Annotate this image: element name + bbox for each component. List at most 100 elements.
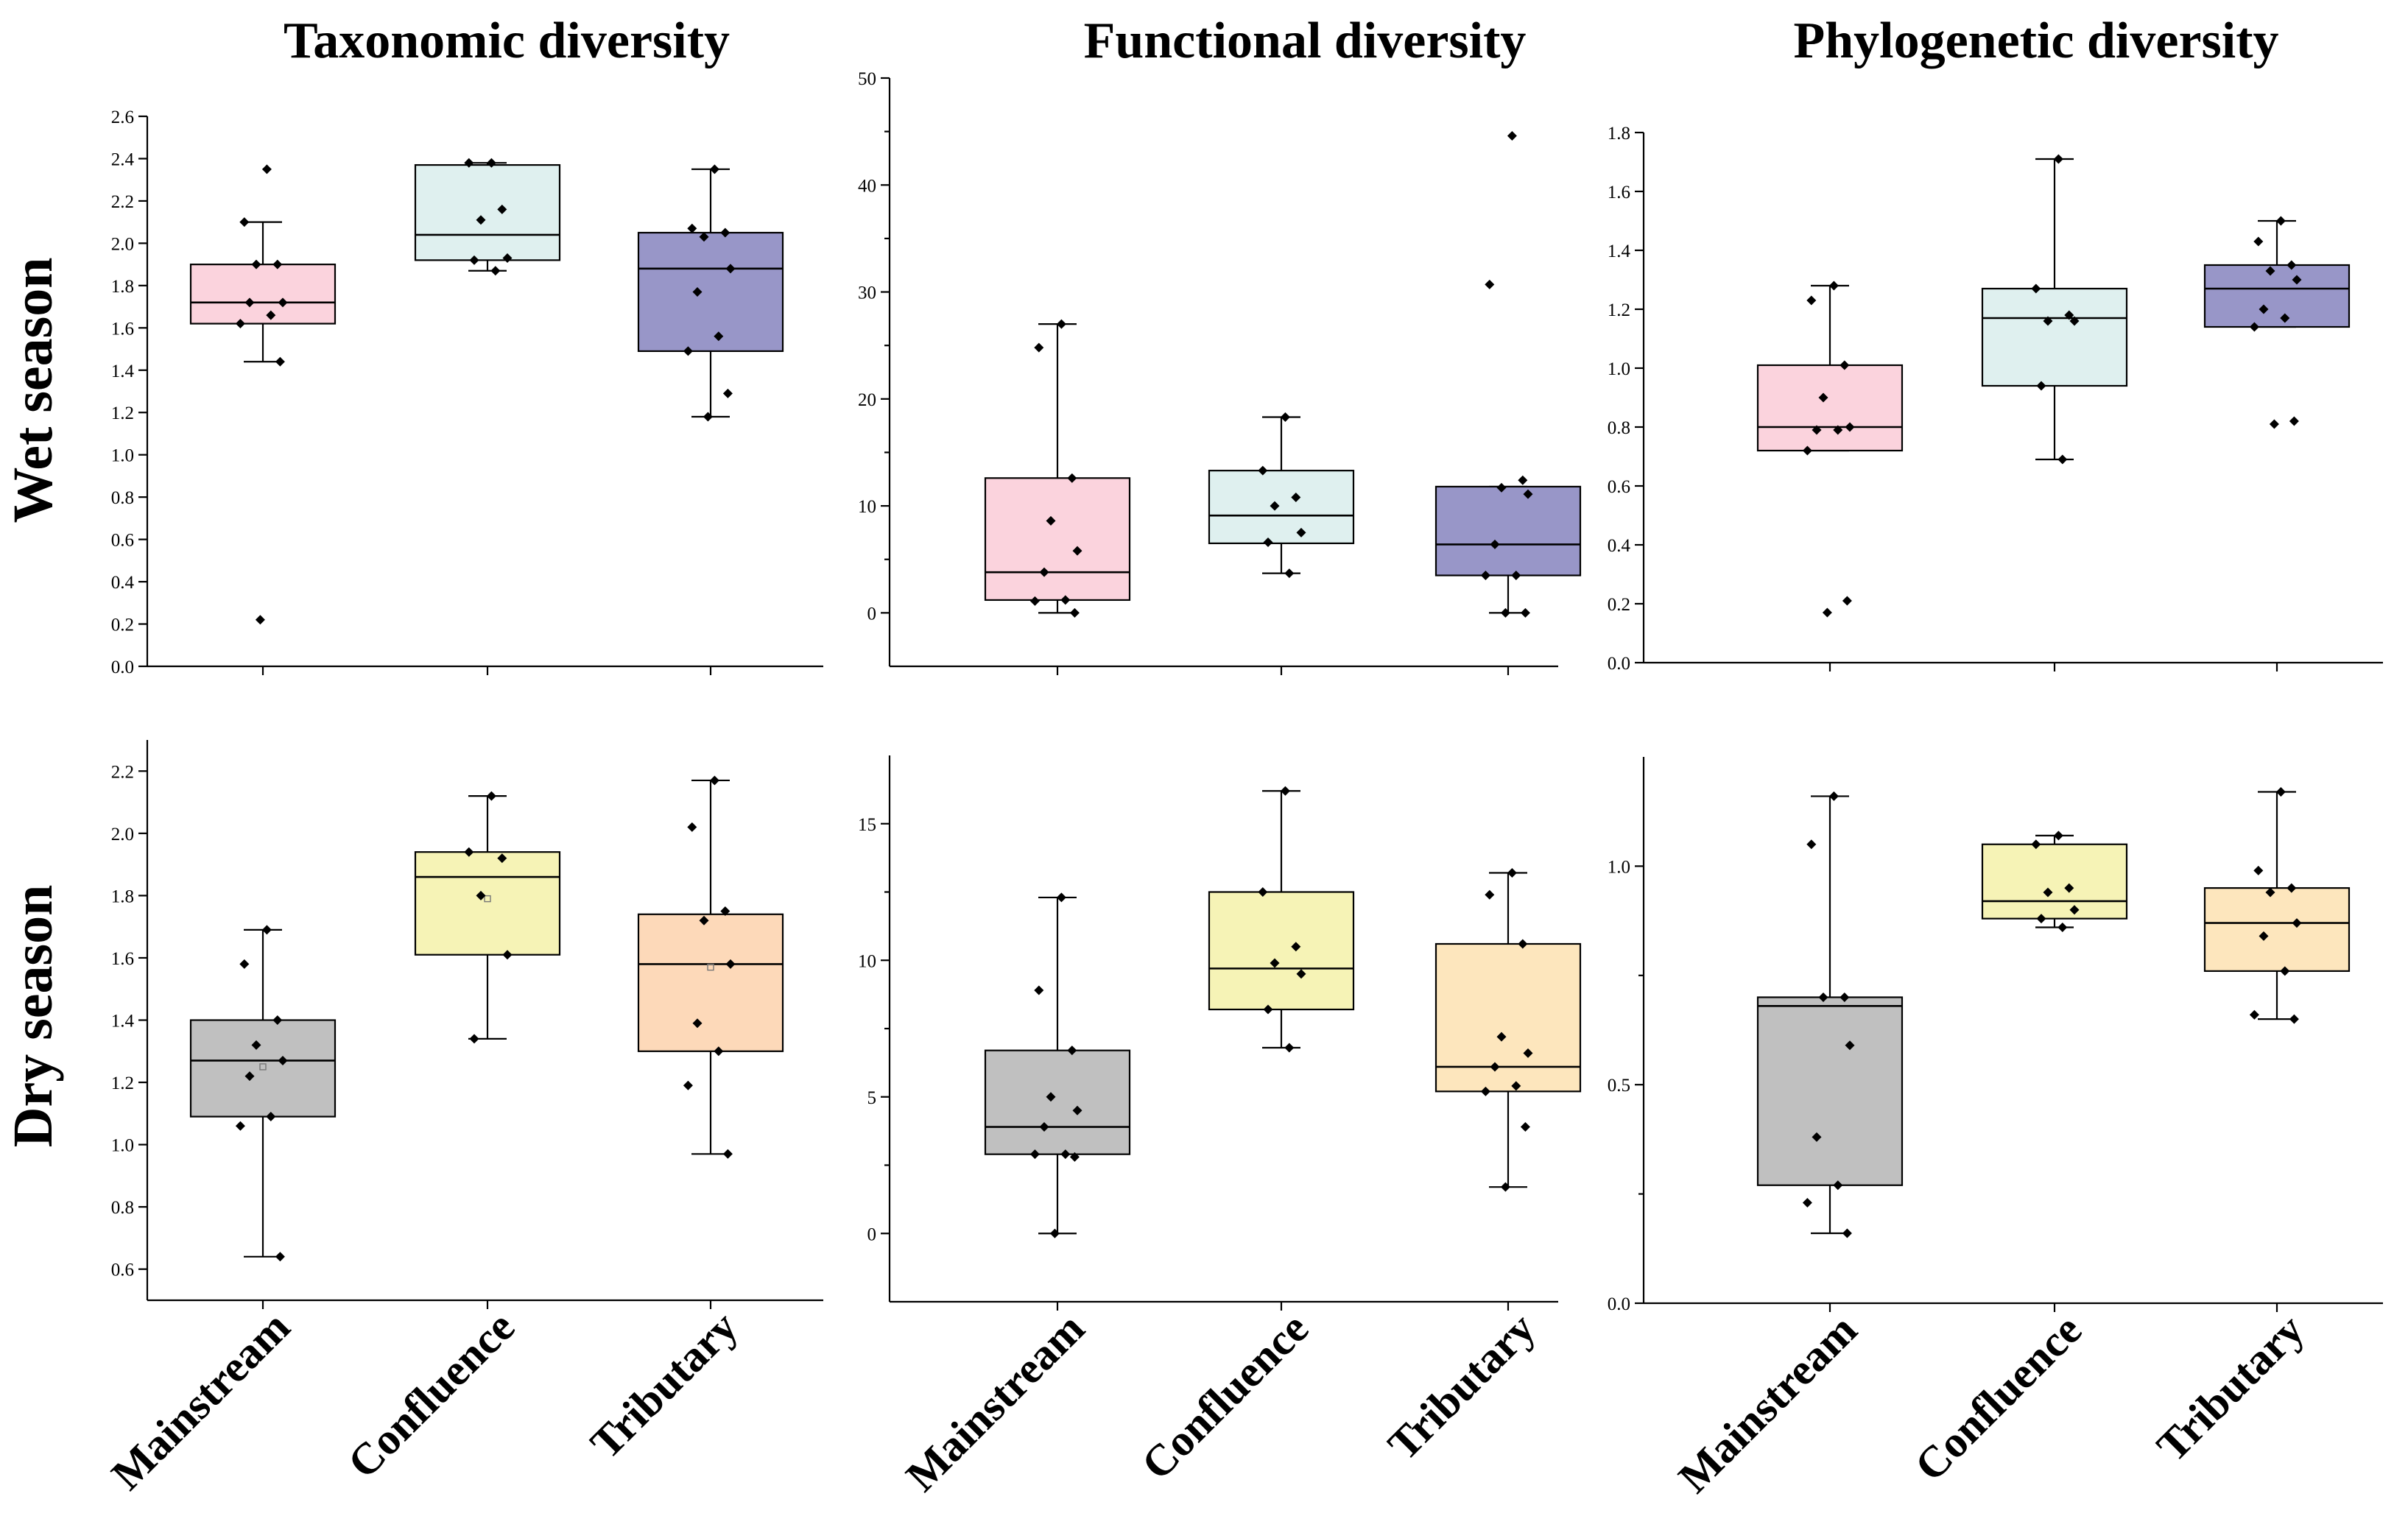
category-label: Confluence [1905,1305,2091,1491]
box-group [1434,872,1582,1188]
y-tick-label: 0.4 [1608,536,1631,556]
data-point [725,264,736,274]
data-point [464,158,474,168]
iqr-box [414,163,561,261]
data-point [1291,492,1301,502]
data-point [261,164,272,174]
box-group [984,323,1131,614]
data-point [239,959,250,969]
y-tick-label: 1.2 [111,403,134,423]
data-point [2053,154,2063,164]
data-point [266,1112,276,1122]
data-point [2043,887,2053,898]
column-title: Phylogenetic diversity [1793,13,2278,69]
y-tick-label: 0.4 [111,573,135,593]
category-label: Tributary [2147,1305,2313,1471]
panel: 0.0 0.2 0.4 0.6 0.8 1.0 1.2 1.4 1.6 1.8 2.0 2.2 2.4 2… [111,107,823,677]
y-tick-label: 1.0 [111,446,134,466]
y-tick-label: 1.8 [1608,124,1630,144]
data-point [1284,568,1295,579]
data-point [244,1071,255,1082]
data-point [1067,1046,1077,1056]
y-tick-label: 10 [858,951,876,971]
data-point [1069,607,1080,618]
data-point [1802,1197,1812,1207]
data-point [2286,260,2297,270]
y-tick-label: 0.2 [111,616,134,635]
data-point [2275,216,2286,226]
y-tick-label: 0.8 [111,1198,134,1218]
data-point [1523,489,1533,499]
category-label: Mainstream [1669,1305,1866,1502]
data-point [2253,865,2264,875]
y-tick-label: 2.4 [111,149,135,169]
box-group [637,779,784,1155]
data-point [469,255,479,265]
data-point [255,615,265,625]
data-point [1034,342,1044,353]
data-point [1511,1081,1521,1091]
data-point [1500,607,1510,618]
category-label: Mainstream [897,1304,1094,1501]
category-label: Mainstream [102,1302,299,1499]
y-tick-label: 15 [858,815,876,835]
y-tick-label: 0.0 [1608,1294,1630,1314]
data-point [1518,475,1528,485]
category-label: Confluence [338,1302,524,1488]
panel: 0 5 10 15 Mainstream Confluence Tributary [858,755,1582,1501]
y-tick-label: 1.6 [111,319,134,339]
data-point [469,1034,479,1044]
box-group [414,162,561,272]
data-point [2286,883,2297,893]
data-point [1842,596,1852,606]
panel: 0.0 0.2 0.4 0.6 0.8 1.0 1.2 1.4 1.6 1.8 [1608,124,2383,674]
y-tick-label: 2.0 [111,825,134,845]
data-point [692,1018,703,1029]
iqr-box [189,264,337,325]
data-point [1840,992,1850,1002]
data-point [2249,1009,2259,1020]
data-point [2057,923,2068,933]
data-point [1056,892,1066,903]
data-point [1842,1228,1852,1238]
data-point [1291,942,1301,952]
data-point [2253,236,2264,247]
data-point [2031,283,2041,294]
y-tick-label: 2.2 [111,192,134,212]
data-point [278,1055,288,1065]
data-point [1072,1105,1082,1115]
data-point [2280,966,2290,976]
y-tick-label: 1.4 [111,1012,135,1032]
data-point [699,232,709,242]
data-point [2064,310,2074,320]
data-point [502,253,513,263]
y-tick-label: 0.2 [1608,595,1630,615]
data-point [714,331,724,342]
data-point [1029,1149,1040,1160]
data-point [2249,322,2259,332]
iqr-box [1208,470,1355,545]
data-point [2289,416,2299,426]
y-tick-label: 1.0 [1608,857,1630,877]
y-tick-label: 0.8 [1608,418,1630,438]
box-group [189,928,337,1258]
data-point [1833,425,1843,435]
data-point [272,259,283,269]
box-group [414,794,561,1040]
y-tick-label: 2.2 [111,762,134,782]
data-point [2269,419,2279,429]
y-tick-label: 1.0 [1608,359,1630,379]
data-point [1520,1122,1530,1132]
iqr-box [1756,364,1904,452]
iqr-box [637,231,784,353]
data-point [1060,1149,1071,1160]
data-point [2036,914,2046,924]
data-point [497,853,507,864]
data-point [486,791,496,801]
y-tick-label: 1.2 [111,1073,134,1093]
data-point [1833,1180,1843,1191]
data-point [1263,1004,1273,1015]
data-point [1270,501,1280,511]
box-group [1981,834,2128,928]
data-point [709,164,719,174]
